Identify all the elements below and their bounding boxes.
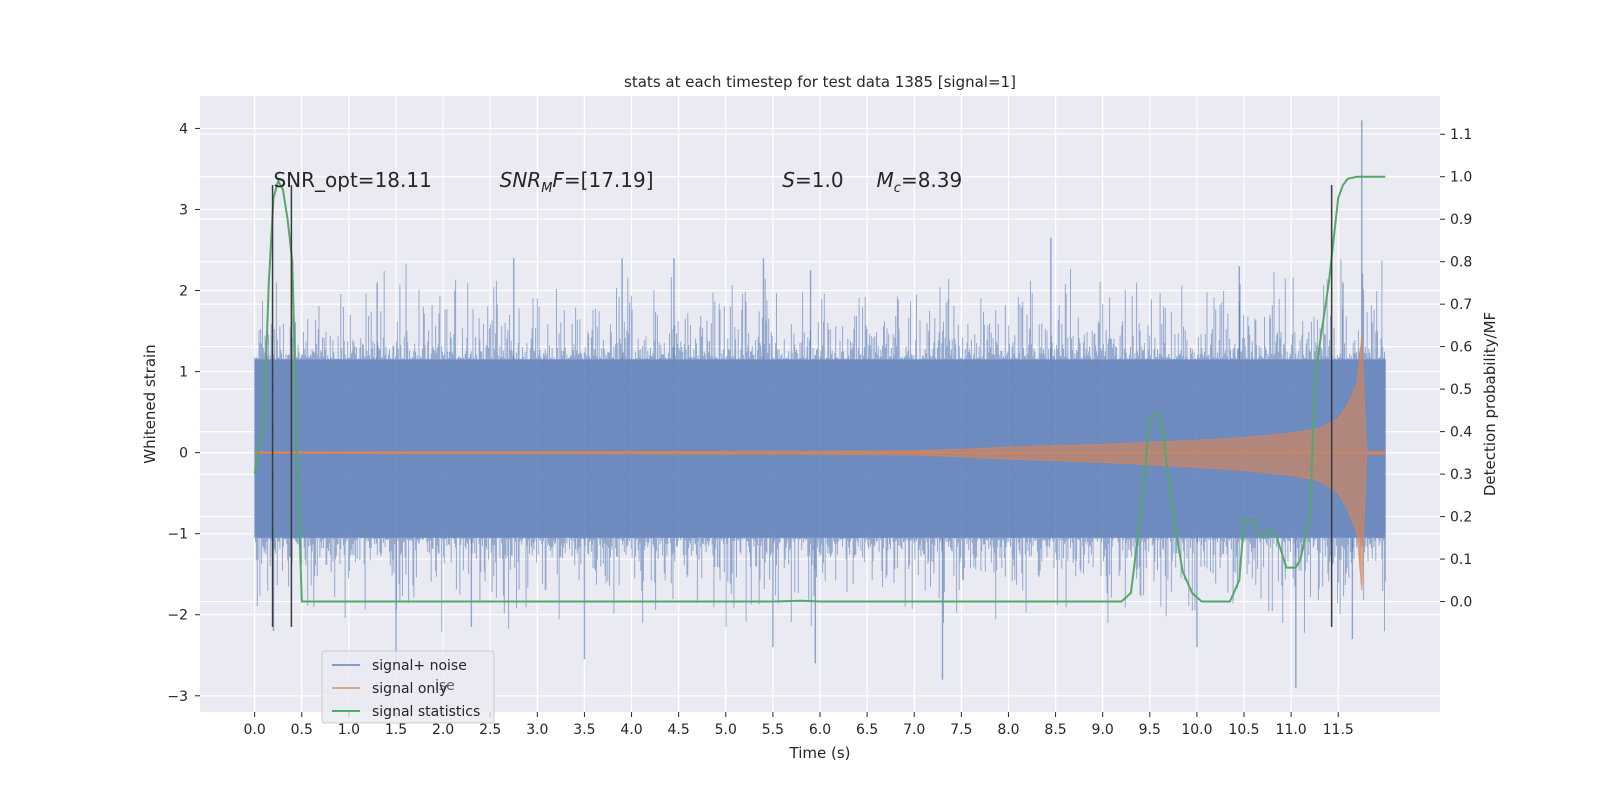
x-tick-label: 7.0 <box>903 722 925 738</box>
y-right-tick-label: 1.1 <box>1450 127 1472 143</box>
y-right-tick-label: 0.8 <box>1450 255 1472 271</box>
y-tick-label: −3 <box>167 689 188 705</box>
x-tick-label: 2.0 <box>432 722 454 738</box>
x-tick-label: 4.5 <box>668 722 690 738</box>
chirp-envelope <box>254 335 1386 591</box>
x-tick-label: 4.0 <box>620 722 642 738</box>
legend-ghost-text: ise <box>435 678 455 694</box>
x-tick-label: 9.5 <box>1139 722 1161 738</box>
x-tick-label: 0.0 <box>244 722 266 738</box>
x-tick-label: 8.0 <box>997 722 1019 738</box>
y-right-tick-label: 1.0 <box>1450 170 1472 186</box>
y-right-tick-label: 0.1 <box>1450 552 1472 568</box>
x-tick-label: 0.5 <box>291 722 313 738</box>
x-tick-label: 3.5 <box>573 722 595 738</box>
y-right-tick-label: 0.7 <box>1450 297 1472 313</box>
y-tick-label: −2 <box>167 608 188 624</box>
y-axis-ticks: −3 −2 −1 0 1 2 3 4 <box>167 121 200 705</box>
x-tick-label: 5.0 <box>715 722 737 738</box>
x-tick-label: 5.5 <box>762 722 784 738</box>
x-tick-label: 3.0 <box>526 722 548 738</box>
x-tick-label: 7.5 <box>950 722 972 738</box>
legend-label: signal statistics <box>372 704 480 720</box>
series-signal-only <box>254 335 1386 591</box>
chart-title: stats at each timestep for test data 138… <box>624 73 1016 91</box>
y-tick-label: 1 <box>179 365 188 381</box>
x-tick-label: 8.5 <box>1044 722 1066 738</box>
y-tick-label: −1 <box>167 527 188 543</box>
y-right-tick-label: 0.9 <box>1450 212 1472 228</box>
stats-line <box>253 175 1386 603</box>
event-markers <box>271 185 1333 627</box>
y-tick-label: 0 <box>179 446 188 462</box>
y-right-axis-label: Detection probability/MF <box>1481 312 1499 496</box>
y-right-tick-label: 0.6 <box>1450 340 1472 356</box>
y-tick-label: 3 <box>179 202 188 218</box>
x-tick-label: 11.5 <box>1323 722 1354 738</box>
y-right-tick-label: 0.0 <box>1450 595 1472 611</box>
x-tick-label: 1.5 <box>385 722 407 738</box>
x-axis-ticks: 0.0 0.5 1.0 1.5 2.0 2.5 3.0 3.5 4.0 4.5 5.0 5.5 6.0 6… <box>244 712 1354 738</box>
x-tick-label: 10.5 <box>1228 722 1259 738</box>
y-tick-label: 2 <box>179 284 188 300</box>
annotation: Mc=8.39 <box>877 168 963 196</box>
annotation: S=1.0 <box>782 168 843 192</box>
y-right-tick-label: 0.4 <box>1450 425 1472 441</box>
x-tick-label: 11.0 <box>1276 722 1307 738</box>
y-right-axis-ticks: 0.0 0.1 0.2 0.3 0.4 0.5 0.6 0.7 0.8 0.9 1.0 1.1 <box>1440 127 1472 611</box>
x-axis-label: Time (s) <box>789 744 851 762</box>
legend: signal+ noise signal only signal statistic… <box>321 650 495 724</box>
x-tick-label: 2.5 <box>479 722 501 738</box>
y-right-tick-label: 0.5 <box>1450 382 1472 398</box>
legend-label: signal only <box>372 681 447 697</box>
x-tick-label: 10.0 <box>1181 722 1212 738</box>
y-right-tick-label: 0.3 <box>1450 467 1472 483</box>
series-signal-statistics <box>253 175 1386 603</box>
y-axis-label: Whitened strain <box>141 344 159 463</box>
x-tick-label: 1.0 <box>338 722 360 738</box>
y-tick-label: 4 <box>179 121 188 137</box>
annotation: SNR_opt=18.11 <box>273 168 431 192</box>
legend-label: signal+ noise <box>372 658 467 674</box>
x-tick-label: 6.5 <box>856 722 878 738</box>
annotations: SNR_opt=18.11 SNRMF=[17.19] S=1.0 Mc=8.39 <box>273 168 962 196</box>
annotation: SNRMF=[17.19] <box>500 168 654 196</box>
x-tick-label: 9.0 <box>1092 722 1114 738</box>
x-tick-label: 6.0 <box>809 722 831 738</box>
y-right-tick-label: 0.2 <box>1450 510 1472 526</box>
legend-box <box>321 650 495 724</box>
